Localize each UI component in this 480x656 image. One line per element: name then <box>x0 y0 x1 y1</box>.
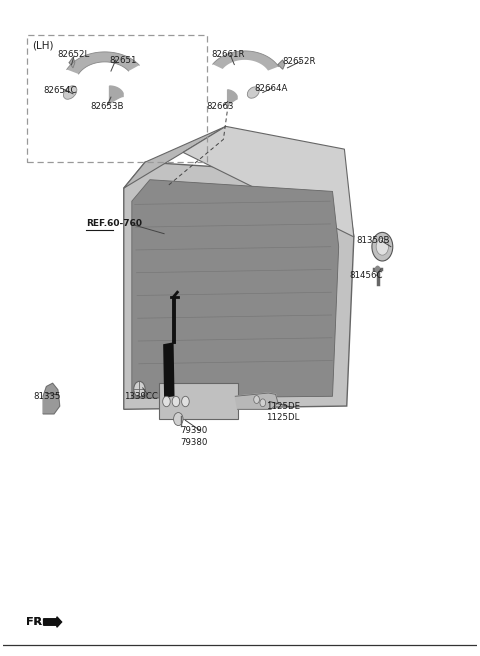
Text: 79390: 79390 <box>180 426 208 436</box>
Ellipse shape <box>247 87 259 98</box>
Circle shape <box>174 413 183 426</box>
Polygon shape <box>163 342 175 398</box>
Ellipse shape <box>63 86 77 99</box>
Text: 81335: 81335 <box>34 392 61 401</box>
Polygon shape <box>109 86 123 104</box>
Text: 81350B: 81350B <box>356 236 390 245</box>
Text: 1125DL: 1125DL <box>266 413 300 422</box>
Circle shape <box>260 399 265 407</box>
Text: 81456C: 81456C <box>349 272 383 281</box>
Bar <box>26 35 207 162</box>
Circle shape <box>375 266 381 274</box>
Polygon shape <box>278 60 285 69</box>
Text: 82651: 82651 <box>109 56 137 64</box>
Text: 1125DE: 1125DE <box>266 401 300 411</box>
Polygon shape <box>183 127 354 237</box>
Circle shape <box>163 396 170 407</box>
Polygon shape <box>124 162 354 409</box>
Polygon shape <box>43 383 60 414</box>
Polygon shape <box>67 52 139 74</box>
Circle shape <box>134 381 145 397</box>
Circle shape <box>254 396 260 403</box>
Polygon shape <box>235 393 278 409</box>
Text: 82654C: 82654C <box>43 86 77 95</box>
Polygon shape <box>228 90 237 105</box>
Polygon shape <box>132 180 339 398</box>
Polygon shape <box>69 58 75 68</box>
Text: 82652L: 82652L <box>57 51 90 59</box>
Text: REF.60-760: REF.60-760 <box>86 219 142 228</box>
Text: 82653B: 82653B <box>91 102 124 112</box>
Text: 82661R: 82661R <box>212 51 245 59</box>
Circle shape <box>181 396 189 407</box>
Text: 79380: 79380 <box>180 438 208 447</box>
FancyArrow shape <box>44 617 61 627</box>
Text: 82652R: 82652R <box>283 57 316 66</box>
Text: FR.: FR. <box>25 617 46 627</box>
Circle shape <box>376 238 388 255</box>
Bar <box>159 383 238 419</box>
Text: 82664A: 82664A <box>254 84 288 93</box>
Circle shape <box>172 396 180 407</box>
Polygon shape <box>124 127 226 188</box>
Polygon shape <box>213 51 278 71</box>
Text: FR.: FR. <box>25 617 46 627</box>
Circle shape <box>372 232 393 261</box>
Text: (LH): (LH) <box>32 41 54 51</box>
Text: 1339CC: 1339CC <box>124 392 157 401</box>
Text: 82663: 82663 <box>207 102 234 112</box>
